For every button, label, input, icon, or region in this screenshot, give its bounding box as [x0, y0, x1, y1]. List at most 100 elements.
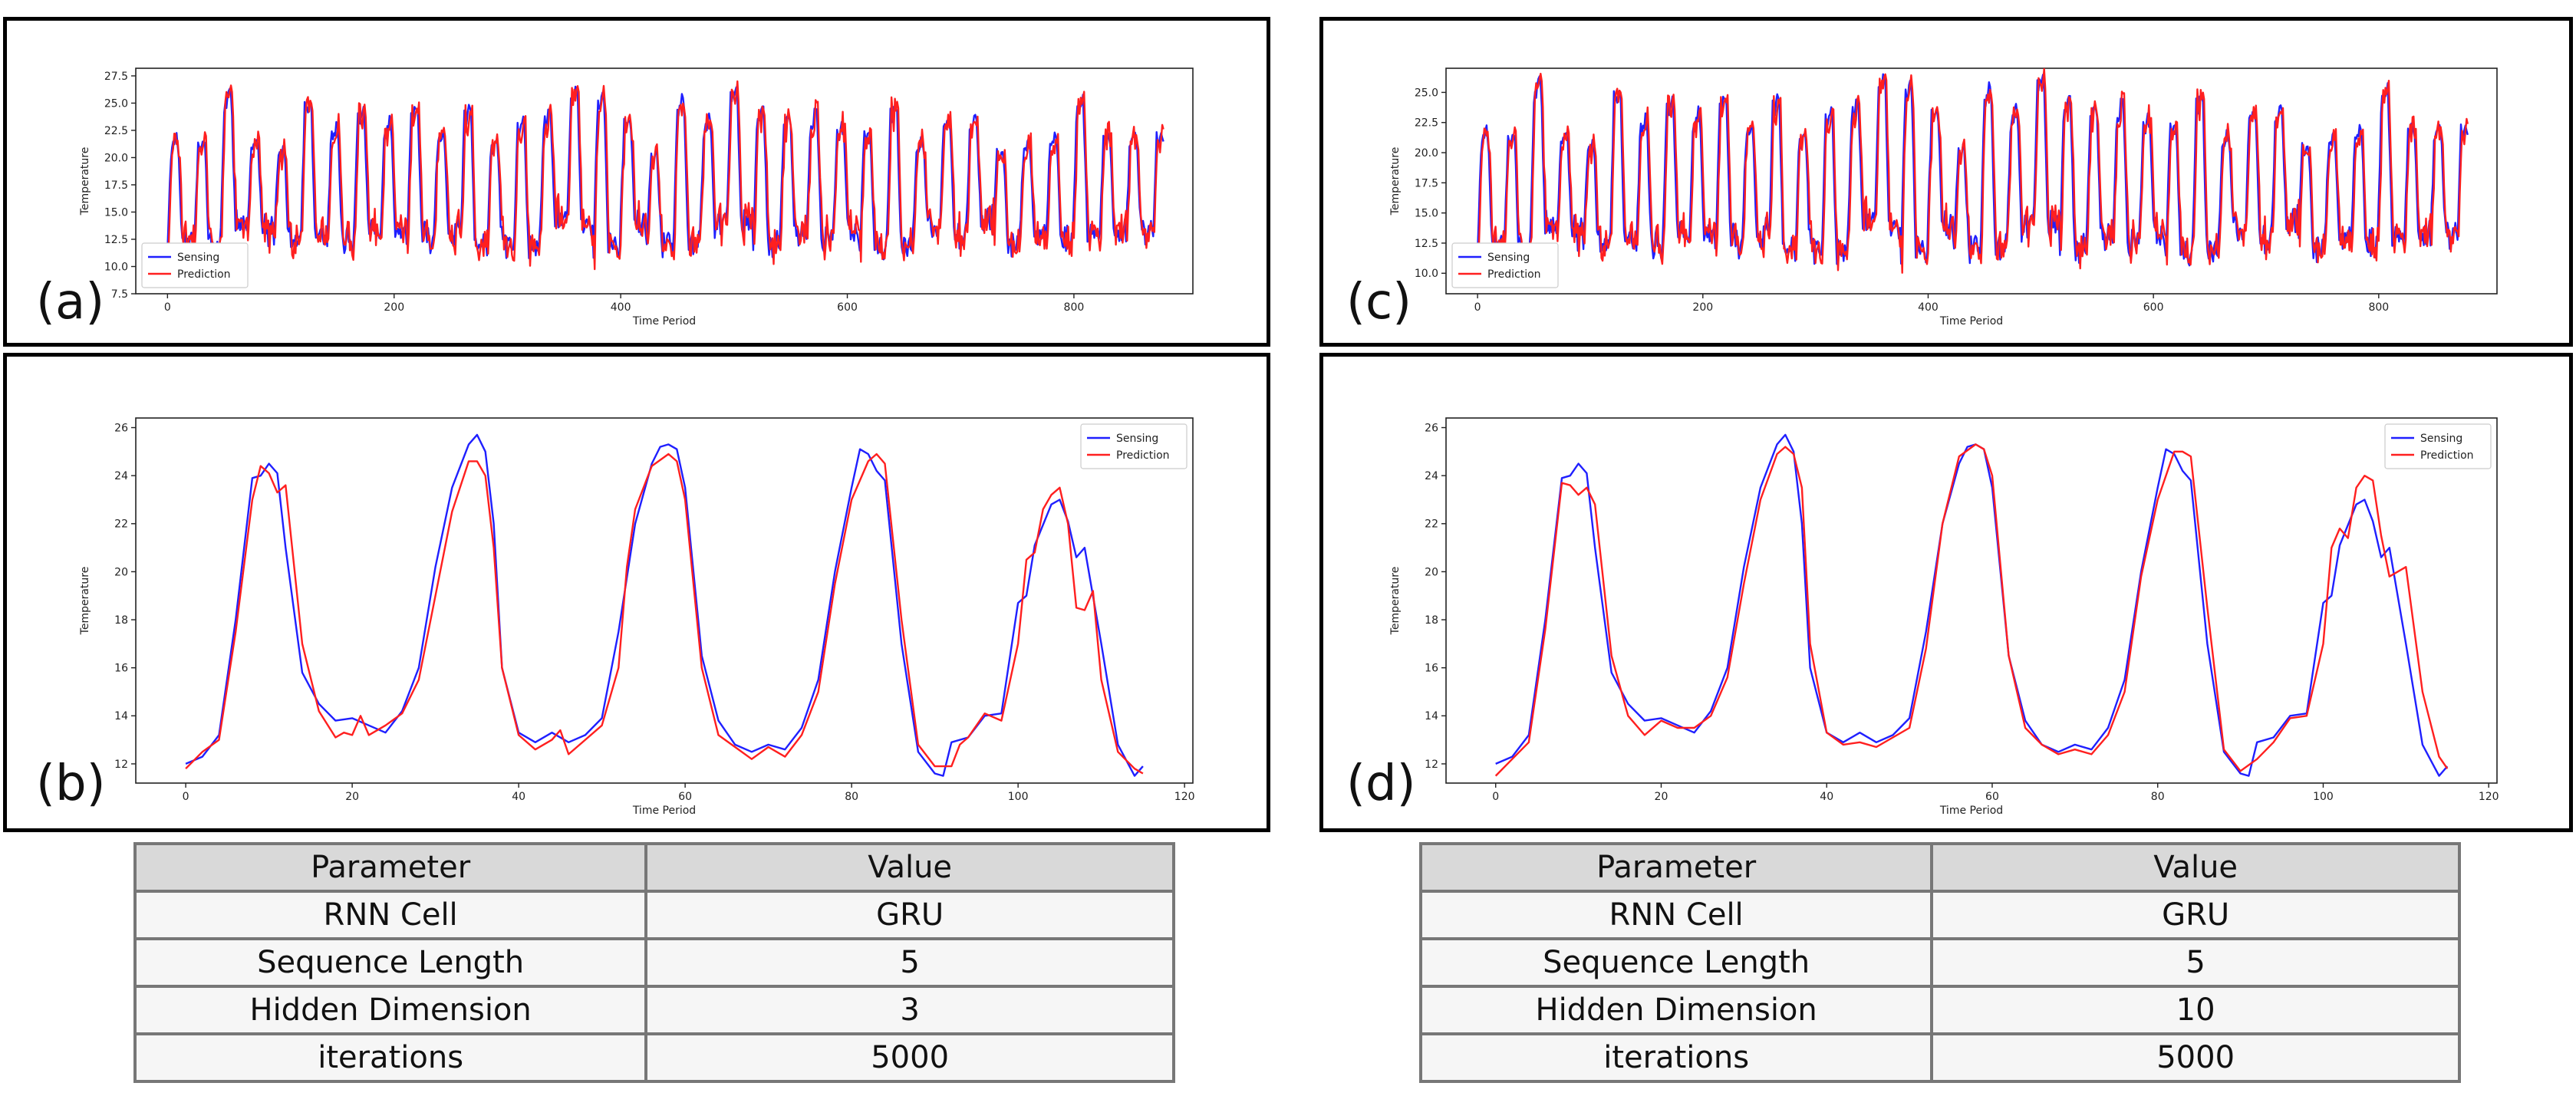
table-cell: iterations — [1418, 1032, 1934, 1083]
chart-d: 0 20 40 60 80 100 120 12 14 16 18 20 22 24 26 Time Peri… — [1389, 417, 2499, 817]
plot-frame — [1445, 67, 2498, 295]
y-tick-label: 12.5 — [1415, 238, 1438, 250]
y-tick-label: 10.0 — [1415, 268, 1438, 280]
panel-label-c: (c) — [1346, 274, 1412, 331]
table-header-cell: Parameter — [1418, 842, 1934, 893]
y-tick-label: 26 — [114, 422, 128, 434]
panel-c: 0 200 400 600 800 10.0 12.5 15.0 17.5 20.0 22.5 25.… — [1319, 17, 2573, 347]
x-tick-label: 0 — [164, 301, 171, 314]
y-tick-label: 22.5 — [104, 125, 128, 137]
y-axis-label: Temperature — [1389, 147, 1402, 216]
table-cell: 10 — [1930, 985, 2461, 1035]
y-tick-label: 20.0 — [104, 152, 128, 164]
table-cell: Hidden Dimension — [133, 985, 648, 1035]
y-tick-label: 20 — [114, 566, 128, 578]
table-cell: Hidden Dimension — [1418, 985, 1934, 1035]
params-table-left: Parameter Value RNN Cell GRU Sequence Le… — [133, 842, 1175, 1083]
legend-label: Sensing — [177, 252, 219, 264]
table-cell: 5000 — [644, 1032, 1175, 1083]
x-tick-label: 800 — [2368, 301, 2389, 314]
x-tick-label: 200 — [384, 301, 404, 314]
y-tick-label: 16 — [114, 663, 128, 675]
x-tick-label: 0 — [1474, 301, 1481, 314]
x-axis-label: Time Period — [1939, 805, 2003, 817]
x-axis-label: Time Period — [632, 315, 696, 327]
table-header-cell: Value — [1930, 842, 2461, 893]
panel-b: 0 20 40 60 80 100 120 12 14 16 18 20 22 24 26 Time Peri… — [3, 353, 1270, 832]
x-tick-label: 0 — [183, 791, 189, 803]
x-tick-label: 400 — [1918, 301, 1939, 314]
x-tick-label: 40 — [1820, 791, 1833, 803]
table-header-cell: Value — [644, 842, 1175, 893]
table-row: iterations 5000 — [133, 1032, 1175, 1083]
x-tick-label: 200 — [1692, 301, 1713, 314]
y-tick-label: 10.0 — [104, 261, 128, 273]
y-tick-label: 17.5 — [1415, 177, 1438, 189]
legend-box — [1451, 242, 1559, 288]
series-line-prediction — [166, 80, 1164, 271]
panel-a: 0 200 400 600 800 7.5 10.0 12.5 15.0 17.5 20.0 22.5… — [3, 17, 1270, 347]
y-tick-label: 15.0 — [104, 206, 128, 219]
x-tick-label: 60 — [678, 791, 692, 803]
legend-label: Prediction — [1487, 268, 1541, 281]
chart-c: 0 200 400 600 800 10.0 12.5 15.0 17.5 20.0 22.5 25.… — [1389, 67, 2498, 327]
table-header-row: Parameter Value — [1418, 842, 2461, 893]
x-tick-label: 0 — [1492, 791, 1499, 803]
table-header-row: Parameter Value — [133, 842, 1175, 893]
series-line-sensing — [1495, 433, 2449, 777]
table-cell: GRU — [1930, 890, 2461, 940]
legend-box — [2384, 423, 2492, 469]
x-tick-label: 100 — [2313, 791, 2334, 803]
y-axis-label: Temperature — [79, 147, 91, 216]
y-tick-label: 12.5 — [104, 234, 128, 246]
x-tick-label: 400 — [611, 301, 631, 314]
y-tick-label: 12 — [1425, 759, 1438, 771]
x-tick-label: 120 — [2479, 791, 2499, 803]
series-line-prediction — [185, 453, 1144, 775]
table-cell: 3 — [644, 985, 1175, 1035]
table-cell: iterations — [133, 1032, 648, 1083]
y-tick-label: 12 — [114, 759, 128, 771]
y-tick-label: 25.0 — [1415, 87, 1438, 99]
y-tick-label: 17.5 — [104, 179, 128, 192]
x-tick-label: 100 — [1008, 791, 1029, 803]
y-tick-label: 18 — [1425, 614, 1438, 627]
y-tick-label: 20 — [1425, 566, 1438, 578]
x-tick-label: 20 — [345, 791, 359, 803]
chart-b: 0 20 40 60 80 100 120 12 14 16 18 20 22 24 26 Time Peri… — [79, 417, 1195, 817]
panel-label-d: (d) — [1346, 755, 1416, 812]
legend-box — [141, 242, 249, 288]
panel-label-a: (a) — [36, 274, 105, 331]
legend-label: Prediction — [2420, 449, 2474, 462]
series-line-prediction — [1494, 443, 2449, 777]
x-tick-label: 600 — [837, 301, 858, 314]
series-line-sensing — [185, 433, 1144, 777]
y-tick-label: 25.0 — [104, 97, 128, 110]
plot-frame — [135, 417, 1194, 784]
table-row: iterations 5000 — [1418, 1032, 2461, 1083]
y-tick-label: 18 — [114, 614, 128, 627]
x-tick-label: 60 — [1985, 791, 1999, 803]
legend-label: Sensing — [1116, 433, 1158, 445]
plot-frame — [1445, 417, 2498, 784]
table-row: Sequence Length 5 — [133, 937, 1175, 988]
table-row: Hidden Dimension 3 — [133, 985, 1175, 1035]
table-row: RNN Cell GRU — [133, 890, 1175, 940]
table-row: Hidden Dimension 10 — [1418, 985, 2461, 1035]
y-tick-label: 20.0 — [1415, 147, 1438, 160]
y-tick-label: 27.5 — [104, 71, 128, 83]
legend-label: Sensing — [2420, 433, 2462, 445]
y-axis-label: Temperature — [79, 567, 91, 636]
plot-frame — [135, 67, 1194, 295]
series-line-prediction — [1476, 67, 2469, 274]
x-tick-label: 80 — [845, 791, 858, 803]
y-tick-label: 7.5 — [111, 288, 128, 301]
y-tick-label: 22.5 — [1415, 117, 1438, 130]
table-cell: 5 — [644, 937, 1175, 988]
table-cell: GRU — [644, 890, 1175, 940]
panel-d: 0 20 40 60 80 100 120 12 14 16 18 20 22 24 26 Time Peri… — [1319, 353, 2573, 832]
x-tick-label: 40 — [512, 791, 525, 803]
table-cell: Sequence Length — [133, 937, 648, 988]
y-tick-label: 22 — [1425, 518, 1438, 531]
y-tick-label: 14 — [1425, 710, 1438, 722]
